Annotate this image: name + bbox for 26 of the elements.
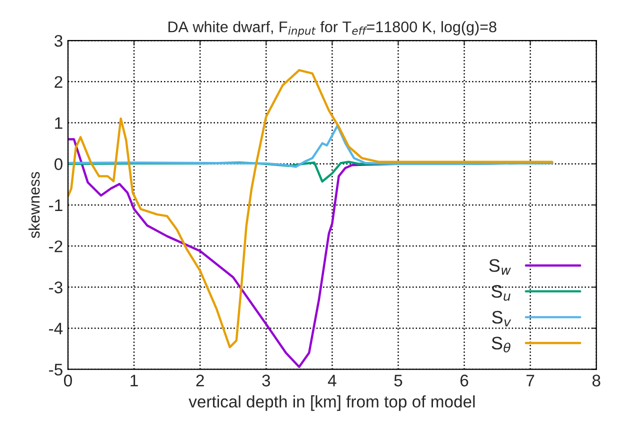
y-tick-label: -1 bbox=[49, 200, 62, 211]
x-tick-label: 2 bbox=[196, 374, 204, 386]
y-tick-label: -5 bbox=[49, 364, 62, 376]
y-tick-label: 2 bbox=[54, 76, 62, 88]
x-tick-label: 7 bbox=[526, 374, 534, 386]
line-series bbox=[68, 124, 554, 168]
x-tick-label: 0 bbox=[64, 374, 72, 386]
legend-label: S$_{θ}$ bbox=[492, 336, 510, 352]
y-tick-label: 3 bbox=[54, 34, 62, 47]
x-tick-label: 6 bbox=[460, 374, 468, 386]
x-tick-label: 4 bbox=[328, 374, 336, 386]
legend-label: S$_{w}$ bbox=[489, 259, 511, 275]
x-tick-label: 8 bbox=[592, 374, 600, 386]
y-tick-label: -2 bbox=[49, 240, 62, 252]
x-tick-label: 3 bbox=[262, 374, 270, 386]
y-tick-label: 0 bbox=[54, 158, 62, 170]
y-tick-label: -4 bbox=[49, 322, 63, 334]
legend-label: S$_{v}$ bbox=[492, 310, 512, 326]
y-tick-label: 1 bbox=[55, 117, 62, 129]
legend-label: S$_{u}$ bbox=[492, 285, 510, 301]
y-axis-title: skewness bbox=[28, 172, 40, 238]
y-tick-label: -3 bbox=[49, 282, 62, 294]
x-axis-title: vertical depth in [km] from top of model bbox=[188, 395, 475, 411]
x-tick-label: 1 bbox=[130, 374, 138, 386]
chart-title: DA white dwarf, F$_{input}$ for T$_{eff}$=11800 K, log(g)=8 bbox=[168, 21, 496, 37]
x-tick-label: 5 bbox=[394, 374, 402, 386]
